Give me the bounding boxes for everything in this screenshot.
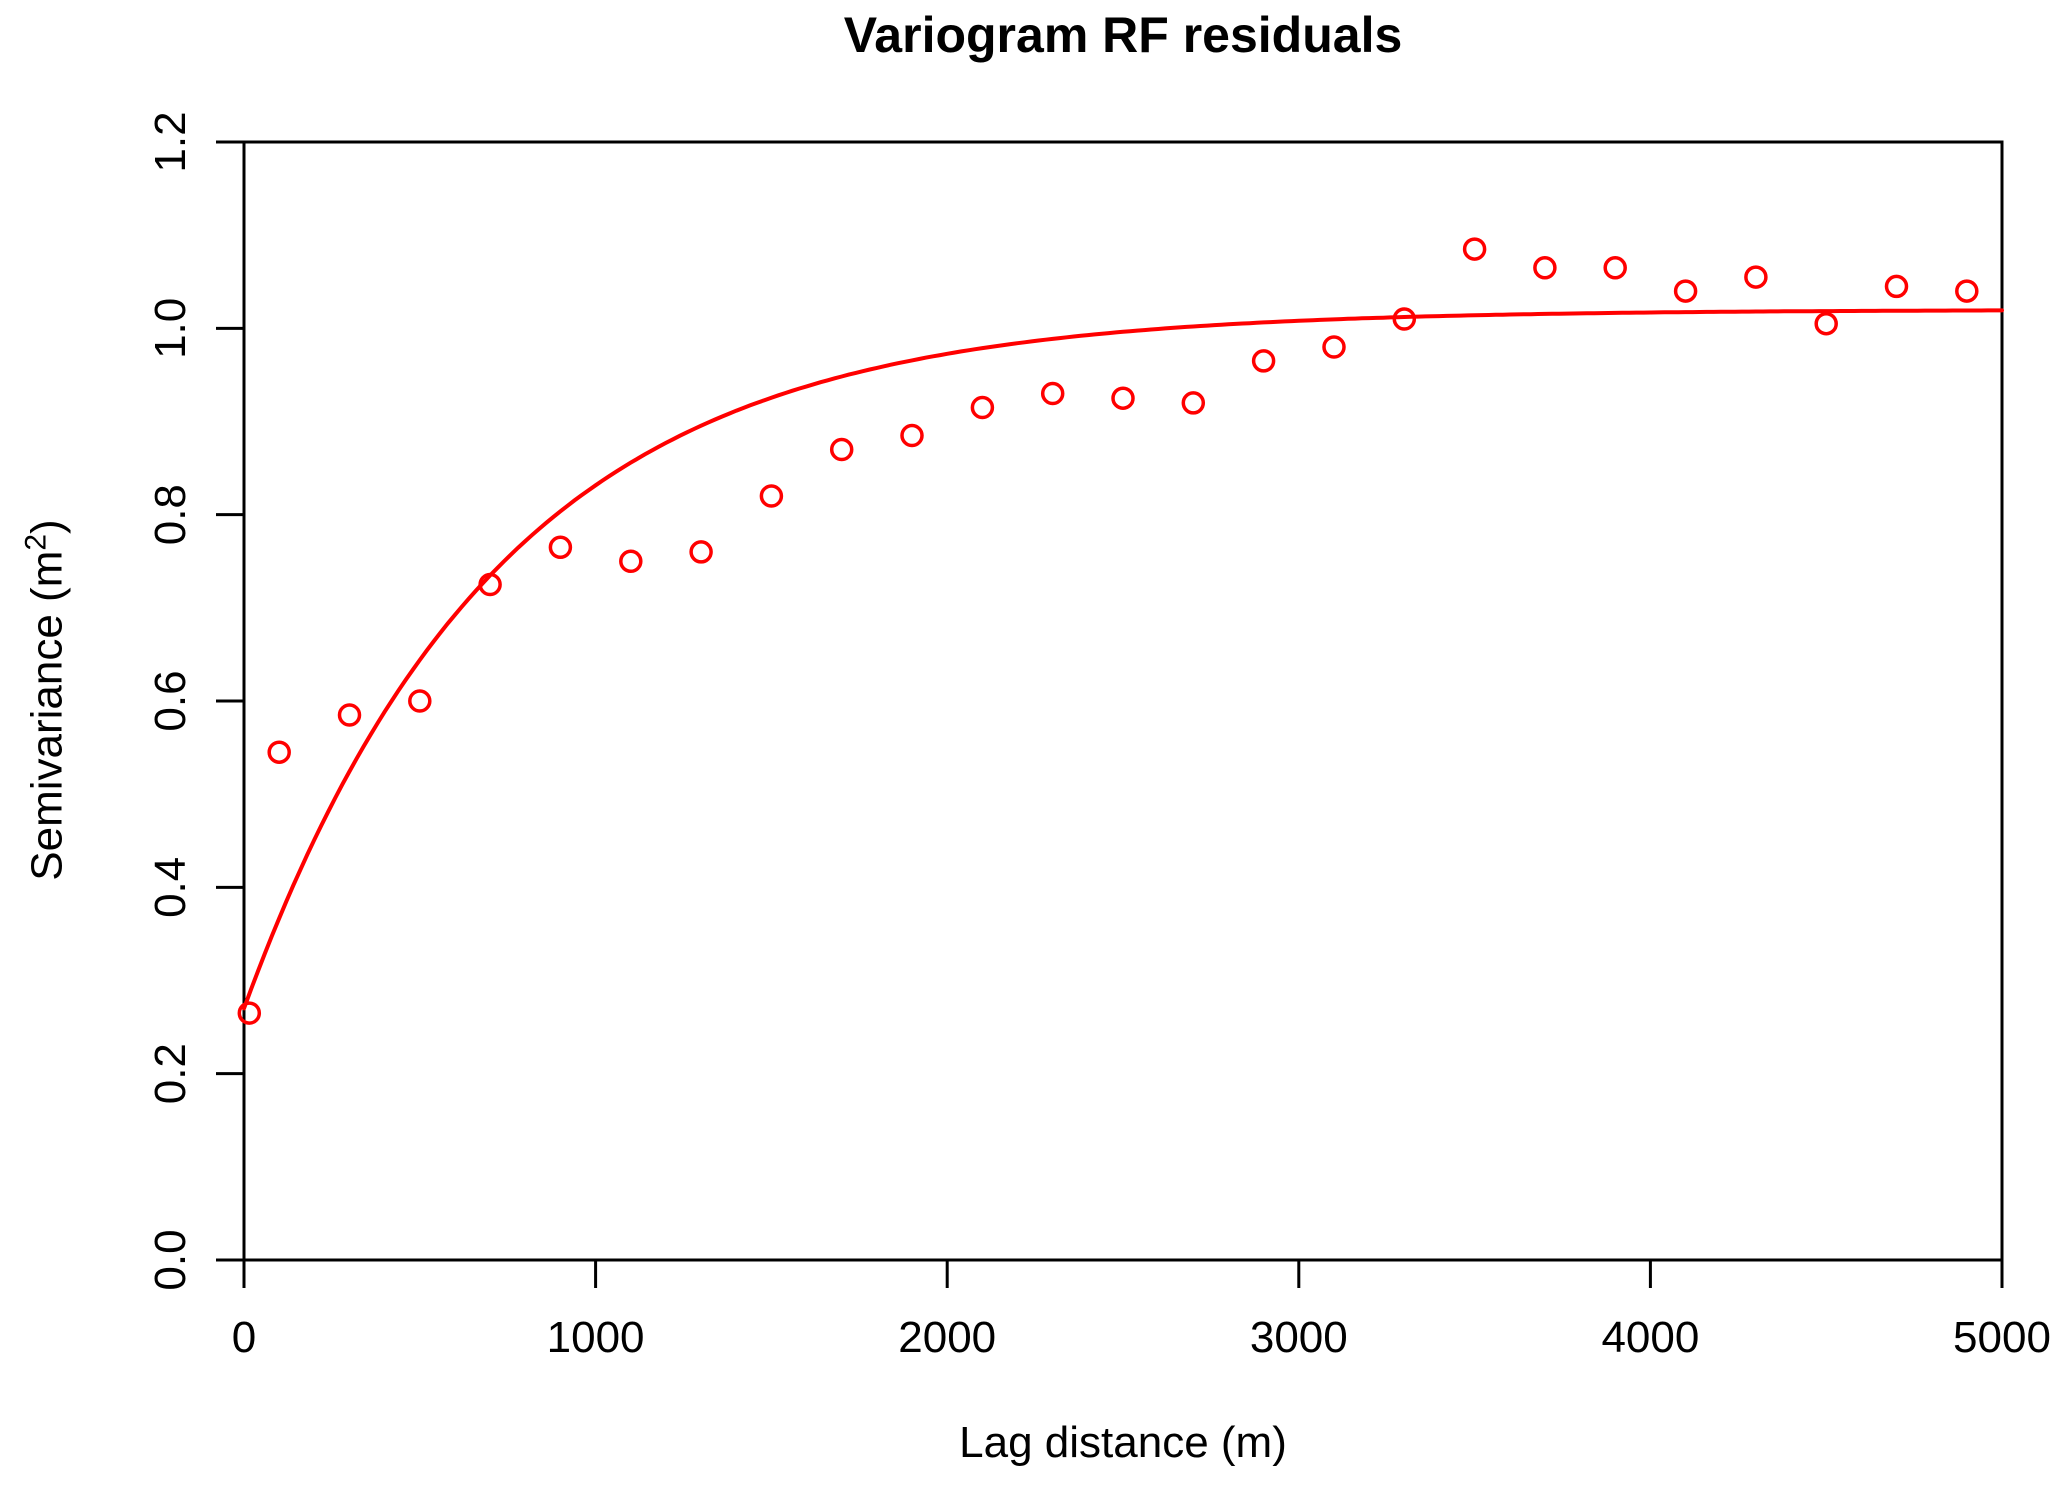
data-point bbox=[1673, 279, 1698, 303]
data-point bbox=[1462, 237, 1487, 261]
data-point bbox=[1181, 391, 1206, 415]
data-point bbox=[1603, 256, 1627, 280]
y-tick-label: 0.8 bbox=[146, 484, 195, 545]
y-tick-label: 0.2 bbox=[146, 1043, 195, 1104]
chart-title: Variogram RF residuals bbox=[843, 7, 1403, 63]
data-point bbox=[900, 423, 924, 448]
data-point bbox=[1884, 274, 1909, 299]
data-point bbox=[1322, 335, 1346, 359]
data-point bbox=[1533, 256, 1557, 280]
y-axis-label-superscript: 2 bbox=[19, 533, 53, 551]
y-axis-label-text: Semivariance (m bbox=[22, 550, 72, 881]
x-tick-label: 2000 bbox=[898, 1313, 996, 1362]
y-axis-label-close: ) bbox=[22, 519, 72, 534]
data-point bbox=[1955, 279, 1979, 303]
y-tick-label: 0.0 bbox=[146, 1229, 195, 1290]
x-tick-label: 1000 bbox=[547, 1313, 645, 1362]
y-tick-label: 1.2 bbox=[146, 111, 195, 172]
data-point bbox=[1744, 265, 1768, 289]
data-point bbox=[1040, 381, 1065, 406]
y-tick-label: 1.0 bbox=[146, 298, 195, 359]
data-point bbox=[267, 740, 291, 764]
y-tick-label: 0.6 bbox=[146, 670, 195, 731]
data-point bbox=[619, 549, 643, 574]
y-tick-label: 0.4 bbox=[146, 857, 195, 918]
y-axis-label: Semivariance (m2) bbox=[20, 519, 73, 880]
data-point bbox=[970, 395, 995, 420]
x-axis-label: Lag distance (m) bbox=[959, 1418, 1287, 1467]
fitted-model-curve bbox=[242, 308, 2004, 1011]
data-point bbox=[1251, 349, 1276, 373]
data-point bbox=[408, 689, 432, 713]
x-tick-label: 3000 bbox=[1250, 1313, 1348, 1362]
data-point bbox=[1111, 386, 1135, 410]
data-point bbox=[548, 535, 573, 560]
x-tick-label: 0 bbox=[232, 1313, 256, 1362]
data-point bbox=[759, 484, 784, 508]
data-point bbox=[829, 437, 854, 462]
x-tick-label: 4000 bbox=[1601, 1313, 1699, 1362]
data-point bbox=[337, 703, 362, 727]
data-point bbox=[237, 1001, 262, 1025]
data-point bbox=[689, 540, 713, 564]
data-point bbox=[1814, 311, 1838, 336]
x-tick-label: 5000 bbox=[1953, 1313, 2051, 1362]
